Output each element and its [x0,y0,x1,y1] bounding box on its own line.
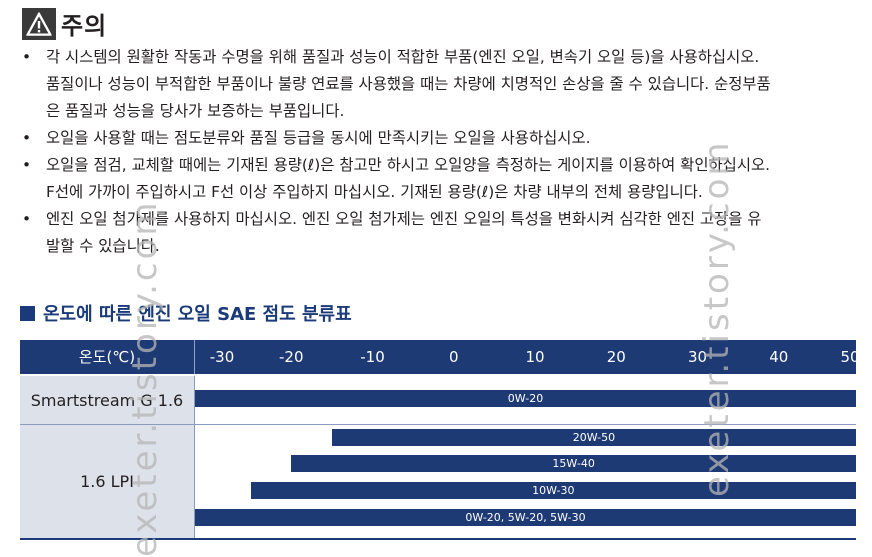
temperature-header-label: 온도(℃) [78,348,136,366]
caution-bullet-list: • 각 시스템의 원활한 작동과 수명을 위해 품질과 성능이 적합한 부품(엔진… [20,44,860,260]
temperature-tick: 30 [687,348,708,366]
table-header: 온도(℃) -30 -20 -10 0 10 20 30 40 50 [20,340,860,374]
bullet-marker: • [22,156,32,174]
row-label: 1.6 LPI [20,425,194,538]
bullet-marker: • [22,129,32,147]
viscosity-range-bar: 0W-20, 5W-20, 5W-30 [195,509,856,526]
temperature-tick: 10 [525,348,545,366]
column-divider [194,376,195,424]
section-heading: 온도에 따른 엔진 오일 SAE 점도 분류표 [20,300,352,326]
bullet-item: • 각 시스템의 원활한 작동과 수명을 위해 품질과 성능이 적합한 부품(엔진… [20,44,860,125]
bullet-line: 오일을 사용할 때는 점도분류와 품질 등급을 동시에 만족시키는 오일을 사용… [46,129,591,147]
column-divider [194,425,195,538]
temperature-tick: 0 [448,348,459,366]
bullet-line: 엔진 오일 첨가제를 사용하지 마십시오. 엔진 오일 첨가제는 엔진 오일의 … [46,210,762,228]
viscosity-table: 온도(℃) -30 -20 -10 0 10 20 30 40 50 Smartstream G… [20,340,860,540]
square-bullet-icon [20,305,35,321]
temperature-tick: -30 [209,348,235,366]
viscosity-range-bar: 15W-40 [291,455,856,472]
bullet-item: • 오일을 사용할 때는 점도분류와 품질 등급을 동시에 만족시키는 오일을 사… [20,125,860,152]
section-title: 온도에 따른 엔진 오일 SAE 점도 분류표 [43,304,352,325]
viscosity-range-bar: 0W-20 [195,390,856,407]
bullet-marker: • [22,210,32,228]
warning-triangle-icon [22,7,56,40]
temperature-tick: 40 [769,348,789,366]
temperature-tick: 20 [606,348,626,366]
row-label: Smartstream G 1.6 [20,376,194,424]
temperature-tick: -10 [360,348,385,366]
viscosity-range-bar: 10W-30 [250,482,856,499]
bullet-marker: • [22,48,32,66]
watermark-right: exeter.tistory.com [697,139,737,497]
row-divider [20,424,856,425]
bullet-line: F선에 가까이 주입하시고 F선 이상 주입하지 마십시오. 기재된 용량(ℓ)… [46,183,703,201]
bullet-line: 오일을 점검, 교체할 때에는 기재된 용량(ℓ)은 참고만 하시고 오일양을 … [46,156,771,174]
header-divider [194,340,195,374]
bullet-item: • 엔진 오일 첨가제를 사용하지 마십시오. 엔진 오일 첨가제는 엔진 오일의… [20,206,860,260]
bullet-item: • 오일을 점검, 교체할 때에는 기재된 용량(ℓ)은 참고만 하시고 오일양을… [20,152,860,206]
bullet-line: 품질이나 성능이 부적합한 부품이나 불량 연료를 사용했을 때는 차량에 치명… [46,75,771,93]
caution-title: 주의 [61,12,108,40]
temperature-tick: -20 [279,348,304,366]
bullet-line: 각 시스템의 원활한 작동과 수명을 위해 품질과 성능이 적합한 부품(엔진 … [46,48,760,66]
bullet-line: 은 품질과 성능을 당사가 보증하는 부품입니다. [46,102,345,120]
temperature-tick: 50 [840,348,860,366]
watermark-left: exeter.tistory.com [125,199,165,557]
caution-heading: 주의 [22,6,107,41]
bullet-line: 발할 수 있습니다. [46,237,160,255]
viscosity-range-bar: 20W-50 [331,429,856,446]
